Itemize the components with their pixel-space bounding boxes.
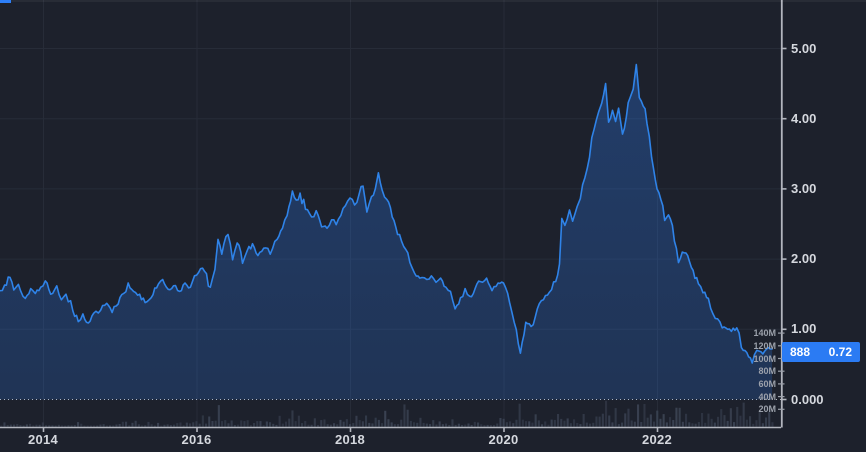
price-line — [0, 63, 773, 364]
area-fill — [0, 64, 773, 400]
axes — [0, 0, 787, 432]
toolbar-accent-fragment — [0, 0, 11, 3]
volume-bars — [0, 400, 774, 427]
pane-separator — [0, 0, 866, 2]
price-area-series — [0, 63, 773, 400]
